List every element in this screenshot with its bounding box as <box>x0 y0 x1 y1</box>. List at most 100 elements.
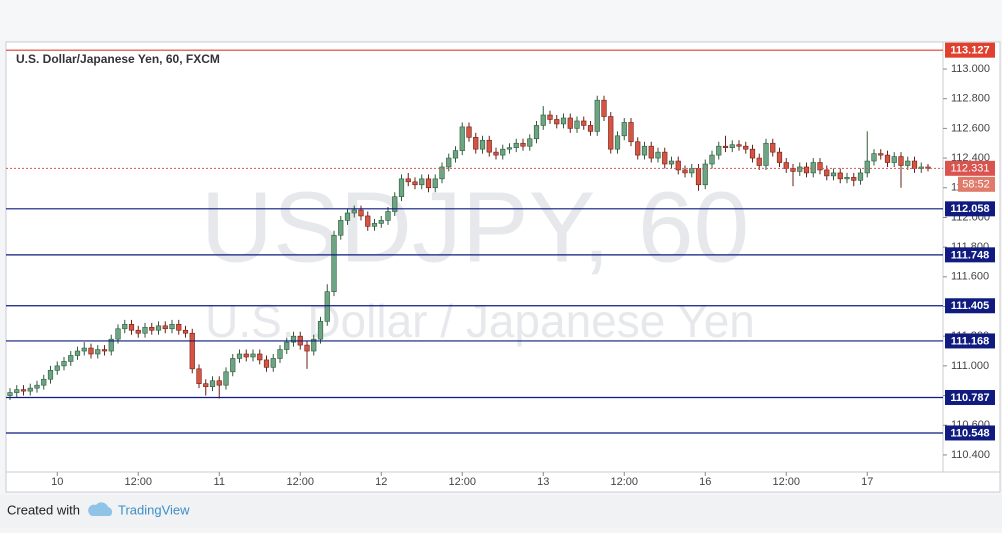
chart-title: U.S. Dollar/Japanese Yen, 60, FXCM <box>16 52 220 66</box>
candle-body <box>290 335 297 343</box>
candle-body <box>324 291 330 322</box>
footer-prefix: Created with <box>7 502 80 517</box>
y-tick-label: 112.600 <box>951 122 990 134</box>
candle-body <box>803 166 810 174</box>
level-label: 112.058 <box>950 203 989 215</box>
candle-body <box>749 148 756 159</box>
y-tick-label: 110.400 <box>951 449 990 461</box>
candle-body <box>311 338 317 352</box>
candle-body <box>533 125 540 140</box>
level-label: 111.168 <box>951 335 990 347</box>
candle-body <box>392 196 398 212</box>
candle-body <box>263 359 270 368</box>
level-label-box <box>945 201 995 217</box>
candle-body <box>108 338 114 352</box>
x-tick-label: 12 <box>375 476 387 488</box>
candle-body <box>851 177 857 181</box>
level-label: 113.127 <box>950 45 989 57</box>
candle-body <box>520 142 526 147</box>
candle-body <box>230 358 236 373</box>
candle-body <box>203 383 209 387</box>
candle-body <box>837 172 843 180</box>
candle-body <box>540 114 546 126</box>
countdown-box <box>958 176 995 192</box>
level-label: 111.405 <box>951 300 990 312</box>
y-tick-label: 111.600 <box>951 271 989 283</box>
candle-body <box>911 160 918 169</box>
watermark-subtitle: U.S. Dollar / Japanese Yen <box>205 295 755 347</box>
candle-body <box>621 122 627 137</box>
candle-body <box>95 349 101 355</box>
candle-body <box>432 178 438 189</box>
candle-body <box>506 147 513 150</box>
candle-body <box>527 138 533 147</box>
candle-body <box>567 117 573 129</box>
candle-body <box>169 324 175 330</box>
x-tick-label: 12:00 <box>286 476 314 488</box>
candle-body <box>702 163 708 186</box>
candle-body <box>304 344 310 352</box>
candle-body <box>385 211 391 221</box>
candle-body <box>446 157 452 168</box>
brand-logo <box>88 502 113 516</box>
candle-body <box>176 324 182 331</box>
candle-body <box>554 119 560 125</box>
candle-body <box>34 384 40 389</box>
candle-body <box>358 209 364 217</box>
candle-body <box>344 212 351 221</box>
candle-body <box>641 145 648 156</box>
candle-body <box>581 120 587 126</box>
x-tick-label: 17 <box>861 476 873 488</box>
candle-body <box>101 349 108 352</box>
candle-body <box>142 326 148 334</box>
candle-body <box>695 168 702 186</box>
candle-body <box>135 329 141 334</box>
candle-body <box>128 324 135 331</box>
candle-body <box>587 125 594 132</box>
candle-body <box>729 144 735 148</box>
candle-body <box>115 328 121 340</box>
candle-body <box>317 321 324 340</box>
candle-body <box>223 371 229 386</box>
candle-body <box>459 126 465 151</box>
candle-body <box>830 172 837 177</box>
candle-body <box>88 347 94 355</box>
candle-body <box>54 365 60 371</box>
candle-body <box>918 166 924 169</box>
candle-body <box>709 154 715 165</box>
top-bar <box>0 0 1002 40</box>
candle-body <box>338 220 344 236</box>
candle-body <box>351 209 357 214</box>
candle-body <box>844 177 850 180</box>
candle-body <box>824 169 830 177</box>
candle-body <box>155 325 162 331</box>
candle-body <box>500 148 506 156</box>
x-tick-label: 12:00 <box>610 476 638 488</box>
candle-body <box>513 142 519 148</box>
candle-body <box>594 99 600 132</box>
time-axis <box>5 471 1001 493</box>
candle-body <box>284 341 290 350</box>
candle-body <box>857 172 864 181</box>
candle-body <box>776 151 783 163</box>
candle-body <box>898 156 904 166</box>
candle-body <box>270 358 276 368</box>
candle-body <box>439 166 445 180</box>
candle-body <box>189 332 195 370</box>
candle-body <box>790 168 796 172</box>
x-tick-label: 10 <box>51 476 63 488</box>
level-label-box <box>945 389 995 405</box>
candle-body <box>378 220 384 224</box>
candle-body <box>689 168 695 174</box>
candle-body <box>763 142 769 166</box>
candle-body <box>243 353 249 358</box>
x-tick-label: 11 <box>214 476 225 488</box>
footer-brand[interactable]: TradingView <box>118 502 190 517</box>
candle-body <box>41 378 47 386</box>
candle-body <box>493 151 499 156</box>
last-price-label: 112.331 <box>951 163 990 175</box>
candle-body <box>601 99 607 117</box>
candle-body <box>608 116 614 150</box>
candle-body <box>756 157 762 166</box>
